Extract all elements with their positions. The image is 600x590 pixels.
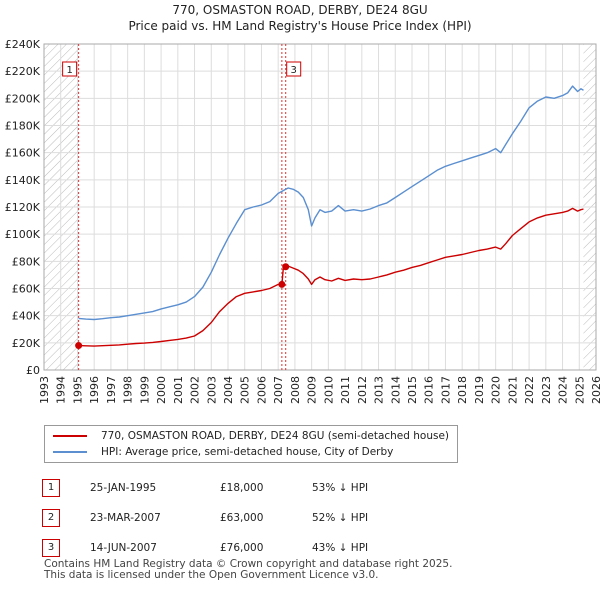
sales-table: 1 25-JAN-1995 £18,000 53% ↓ HPI 2 23-MAR…: [42, 473, 368, 563]
legend-swatch-property: [53, 435, 87, 437]
y-tick-label: £200K: [5, 92, 41, 105]
x-tick-label: 1998: [122, 376, 135, 404]
x-tick-label: 2021: [506, 376, 519, 404]
y-tick-label: £80K: [12, 255, 41, 268]
series-line-hpi: [78, 85, 584, 321]
sale-price: £63,000: [220, 512, 264, 524]
x-tick-label: 2025: [573, 376, 586, 404]
x-tick-label: 2013: [373, 376, 386, 404]
y-tick-label: £120K: [5, 201, 41, 214]
table-row: 2 23-MAR-2007 £63,000 52% ↓ HPI: [42, 503, 368, 533]
chart-sale-badge: [62, 61, 78, 77]
legend-label-hpi: HPI: Average price, semi-detached house,…: [101, 446, 394, 458]
x-tick-label: 2020: [490, 376, 503, 404]
y-tick-label: £20K: [12, 337, 41, 350]
chart-sale-badge: [286, 61, 302, 77]
legend: 770, OSMASTON ROAD, DERBY, DE24 8GU (sem…: [44, 425, 458, 463]
chart-subtitle: Price paid vs. HM Land Registry's House …: [128, 19, 472, 33]
sale-price: £18,000: [220, 482, 264, 494]
y-tick-label: £100K: [5, 228, 41, 241]
legend-label-property: 770, OSMASTON ROAD, DERBY, DE24 8GU (sem…: [101, 430, 450, 442]
x-tick-label: 2006: [255, 376, 268, 404]
price-chart: £0 £20K £40K £60K £80K £100K £120K £140K £160K £1…: [5, 38, 600, 404]
sale-hpi: 43% ↓ HPI: [312, 542, 369, 554]
footer-line-1: Contains HM Land Registry data © Crown c…: [44, 558, 453, 570]
x-tick-label: 2000: [155, 376, 168, 404]
footer: Contains HM Land Registry data © Crown c…: [44, 559, 452, 581]
series-line-property: [78, 207, 584, 347]
x-tick-label: 1997: [105, 376, 118, 404]
x-tick-label: 2014: [389, 376, 402, 404]
y-tick-label: £40K: [12, 310, 41, 323]
chart-sale-badge-label: 1: [66, 65, 72, 76]
y-tick-label: £240K: [5, 38, 41, 51]
y-tick-label: £160K: [5, 147, 41, 160]
legend-item-hpi: HPI: Average price, semi-detached house,…: [53, 444, 393, 460]
chart-sale-badge-label: 3: [291, 65, 297, 76]
sale-date: 23-MAR-2007: [90, 512, 161, 524]
table-row: 3 14-JUN-2007 £76,000 43% ↓ HPI: [42, 533, 368, 563]
x-tick-label: 2001: [172, 376, 185, 404]
x-tick-label: 2018: [456, 376, 469, 404]
sale-date: 14-JUN-2007: [90, 542, 157, 554]
sale-hpi: 53% ↓ HPI: [312, 482, 369, 494]
y-tick-label: £60K: [12, 283, 41, 296]
x-tick-label: 2004: [222, 376, 235, 404]
y-tick-label: £140K: [5, 174, 41, 187]
sale-date: 25-JAN-1995: [90, 482, 157, 494]
sale-badge: 1: [42, 479, 60, 497]
legend-item-property: 770, OSMASTON ROAD, DERBY, DE24 8GU (sem…: [53, 428, 449, 444]
footer-line-2: This data is licensed under the Open Gov…: [44, 569, 379, 581]
sale-badge: 2: [42, 509, 60, 527]
x-tick-label: 2024: [557, 376, 570, 404]
sale-badge: 3: [42, 539, 60, 557]
x-tick-label: 2005: [239, 376, 252, 404]
x-tick-label: 2002: [189, 376, 202, 404]
x-tick-label: 2016: [423, 376, 436, 404]
table-row: 1 25-JAN-1995 £18,000 53% ↓ HPI: [42, 473, 368, 503]
x-tick-label: 2022: [523, 376, 536, 404]
x-tick-label: 2019: [473, 376, 486, 404]
x-tick-label: 1996: [88, 376, 101, 404]
x-tick-label: 2011: [339, 376, 352, 404]
legend-swatch-hpi: [53, 451, 87, 453]
x-tick-label: 2023: [540, 376, 553, 404]
x-tick-label: 2007: [272, 376, 285, 404]
sale-point: [282, 263, 290, 271]
chart-title: 770, OSMASTON ROAD, DERBY, DE24 8GU: [172, 3, 428, 17]
x-tick-label: 2017: [439, 376, 452, 404]
sale-price: £76,000: [220, 542, 264, 554]
y-tick-label: £220K: [5, 65, 41, 78]
x-tick-label: 2026: [590, 376, 600, 404]
sale-point: [75, 342, 83, 350]
sale-point: [278, 280, 286, 288]
x-tick-label: 1995: [71, 376, 84, 404]
x-tick-label: 2015: [406, 376, 419, 404]
plot-frame: [43, 43, 597, 371]
x-tick-label: 1994: [55, 376, 68, 404]
x-tick-label: 1999: [138, 376, 151, 404]
x-tick-label: 2012: [356, 376, 369, 404]
x-tick-label: 2008: [289, 376, 302, 404]
sale-hpi: 52% ↓ HPI: [312, 512, 369, 524]
x-tick-label: 2009: [306, 376, 319, 404]
y-tick-label: £0: [26, 364, 40, 377]
y-tick-label: £180K: [5, 120, 41, 133]
x-tick-label: 1993: [38, 376, 51, 404]
x-tick-label: 2003: [205, 376, 218, 404]
x-tick-label: 2010: [322, 376, 335, 404]
